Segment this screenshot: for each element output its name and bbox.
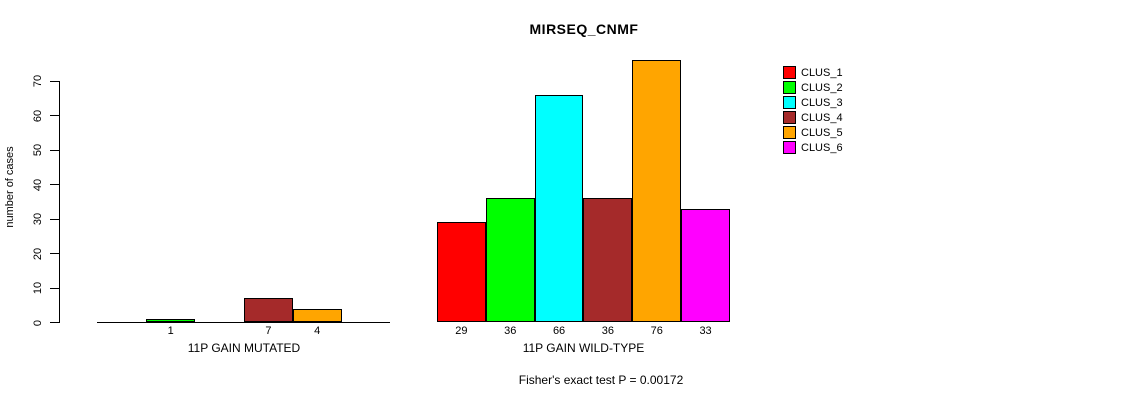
bar-value-label: 76: [650, 325, 663, 337]
legend-swatch-icon: [783, 96, 796, 109]
bar-value-label: 1: [167, 325, 174, 337]
legend-item: CLUS_5: [783, 125, 843, 140]
y-tick-mark: [50, 287, 59, 289]
legend-swatch-icon: [783, 111, 796, 124]
legend-item: CLUS_6: [783, 140, 843, 155]
legend-swatch-icon: [783, 126, 796, 139]
bar-clus_2: [146, 319, 196, 323]
legend-label: CLUS_5: [801, 126, 843, 139]
bar-value-label: 36: [601, 325, 615, 337]
bar-clus_4: [243, 298, 293, 323]
bar-clus_3: [534, 94, 584, 323]
y-tick-mark: [50, 149, 59, 151]
legend-label: CLUS_6: [801, 141, 843, 154]
bar-clus_2: [485, 198, 535, 323]
legend-item: CLUS_1: [783, 65, 843, 80]
bar-clus_5: [292, 308, 342, 323]
bar-value-label: 33: [699, 325, 712, 337]
y-tick-label: 10: [32, 281, 44, 295]
legend-label: CLUS_3: [801, 96, 843, 109]
y-tick-mark: [50, 115, 59, 116]
bar-value-label: 66: [552, 325, 566, 337]
y-tick-label: 70: [32, 74, 44, 88]
y-tick-label: 50: [32, 143, 44, 157]
legend-swatch-icon: [783, 81, 796, 94]
chart-title: MIRSEQ_CNMF: [529, 21, 639, 37]
legend-label: CLUS_1: [801, 66, 843, 79]
bar-value-label: 29: [455, 325, 468, 337]
y-tick-mark: [50, 80, 59, 82]
legend-label: CLUS_4: [801, 111, 843, 124]
group-label-mutated: 11P GAIN MUTATED: [187, 341, 301, 355]
group-label-wildtype: 11P GAIN WILD-TYPE: [522, 341, 645, 355]
y-tick-mark: [50, 184, 59, 185]
y-tick-mark: [50, 218, 59, 220]
y-tick-mark: [50, 322, 59, 323]
y-tick-mark: [50, 253, 59, 254]
legend-label: CLUS_2: [801, 81, 843, 94]
bar-clus_6: [681, 208, 730, 323]
y-axis-label: number of cases: [4, 146, 16, 228]
bar-clus_4: [583, 198, 633, 323]
legend: CLUS_1 CLUS_2 CLUS_3 CLUS_4 CLUS_5 CLUS_6: [783, 65, 843, 155]
bar-value-label: 4: [314, 325, 321, 337]
y-tick-label: 20: [32, 247, 44, 260]
legend-swatch-icon: [783, 66, 796, 79]
y-tick-label: 60: [32, 109, 44, 122]
bar-clus_1: [437, 222, 486, 323]
left-group-baseline: [97, 322, 390, 323]
legend-item: CLUS_3: [783, 95, 843, 110]
legend-item: CLUS_4: [783, 110, 843, 125]
legend-swatch-icon: [783, 141, 796, 154]
y-tick-label: 40: [32, 178, 44, 191]
y-axis-line: [59, 81, 60, 323]
y-tick-label: 0: [32, 319, 44, 326]
y-tick-label: 30: [32, 212, 44, 226]
fisher-test-annotation: Fisher's exact test P = 0.00172: [518, 373, 684, 387]
bar-value-label: 36: [504, 325, 517, 337]
bar-value-label: 7: [265, 325, 272, 337]
bar-clus_5: [632, 60, 682, 323]
legend-item: CLUS_2: [783, 80, 843, 95]
